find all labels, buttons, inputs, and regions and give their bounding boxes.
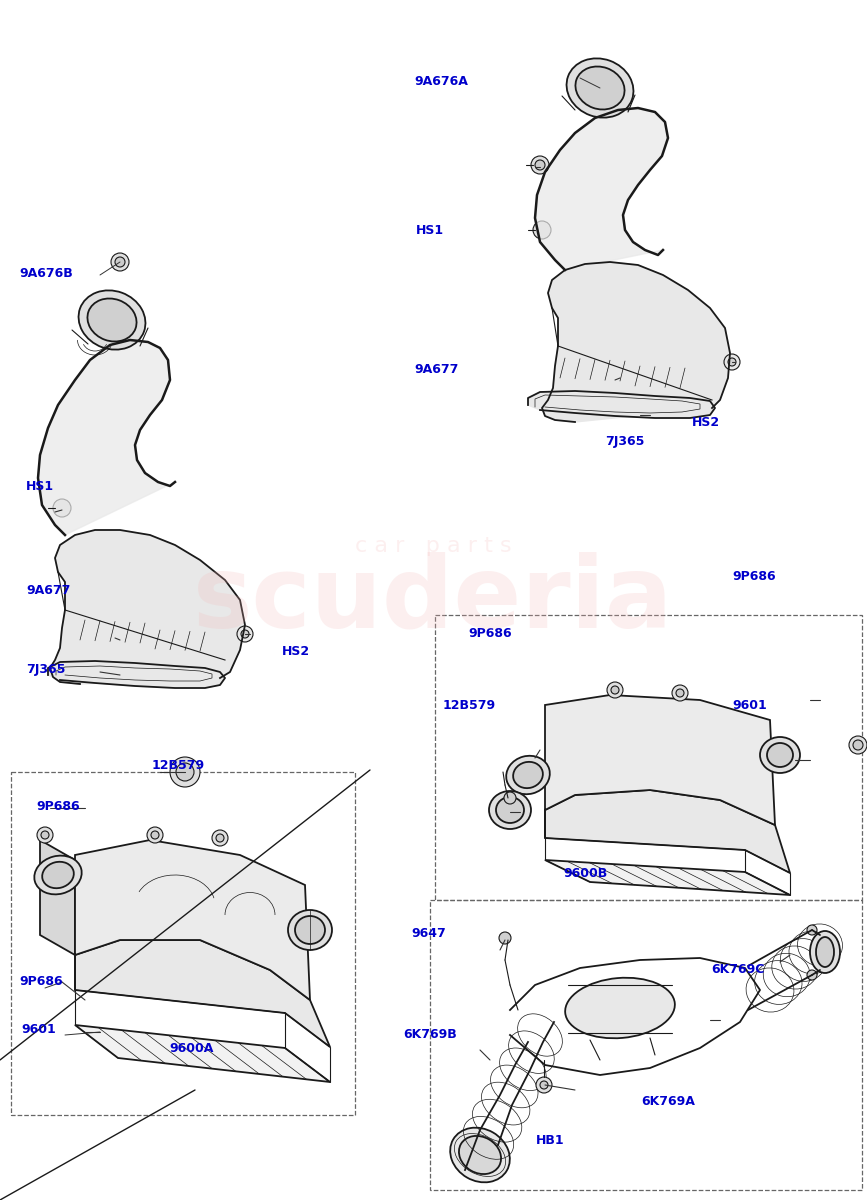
Text: 6K769C: 6K769C (711, 964, 765, 976)
Text: 6K769B: 6K769B (403, 1028, 457, 1040)
Circle shape (176, 763, 194, 781)
Circle shape (849, 736, 867, 754)
Ellipse shape (450, 1128, 510, 1182)
Circle shape (672, 685, 688, 701)
Polygon shape (545, 860, 790, 895)
Circle shape (241, 630, 249, 638)
Polygon shape (545, 695, 775, 838)
Text: 9601: 9601 (733, 700, 767, 712)
Bar (430, 900, 862, 1190)
Circle shape (724, 354, 740, 370)
Text: 9A676B: 9A676B (19, 268, 73, 280)
Circle shape (499, 932, 511, 944)
Polygon shape (38, 340, 175, 535)
Text: HS1: HS1 (416, 224, 444, 236)
Bar (435, 614, 862, 900)
Ellipse shape (35, 856, 81, 894)
Polygon shape (50, 530, 245, 684)
Circle shape (535, 160, 545, 170)
Circle shape (533, 221, 551, 239)
Text: scuderia: scuderia (193, 552, 674, 648)
Text: HS2: HS2 (692, 416, 720, 428)
Circle shape (853, 740, 863, 750)
Circle shape (540, 1081, 548, 1090)
Ellipse shape (459, 1136, 501, 1174)
Text: 6K769A: 6K769A (642, 1096, 695, 1108)
Polygon shape (545, 790, 790, 874)
Text: HS2: HS2 (282, 646, 310, 658)
Polygon shape (635, 366, 685, 388)
Text: 12B579: 12B579 (442, 700, 495, 712)
Polygon shape (542, 262, 730, 422)
Circle shape (170, 757, 200, 787)
Ellipse shape (496, 797, 524, 823)
Text: 9P686: 9P686 (36, 800, 80, 812)
Polygon shape (528, 391, 715, 418)
Text: HS1: HS1 (26, 480, 54, 492)
Circle shape (151, 830, 159, 839)
Ellipse shape (767, 743, 793, 767)
Polygon shape (155, 630, 205, 650)
Text: 9A676A: 9A676A (414, 76, 468, 88)
Circle shape (237, 626, 253, 642)
Polygon shape (560, 358, 625, 382)
Text: HB1: HB1 (536, 1134, 564, 1146)
Text: 9A677: 9A677 (26, 584, 70, 596)
Ellipse shape (760, 737, 800, 773)
Ellipse shape (288, 910, 332, 950)
Text: 9A677: 9A677 (414, 364, 459, 376)
Text: 9P686: 9P686 (733, 570, 776, 582)
Text: 9600A: 9600A (169, 1043, 213, 1055)
Ellipse shape (489, 791, 531, 829)
Polygon shape (75, 840, 310, 1000)
Text: 7J365: 7J365 (26, 664, 65, 676)
Ellipse shape (42, 862, 74, 888)
Text: 9601: 9601 (22, 1024, 56, 1036)
Circle shape (807, 925, 817, 935)
Text: 9600B: 9600B (564, 868, 608, 880)
Circle shape (611, 686, 619, 694)
Ellipse shape (506, 756, 550, 794)
Circle shape (728, 358, 736, 366)
Ellipse shape (810, 931, 840, 973)
Ellipse shape (565, 978, 675, 1038)
Bar (11, 772, 355, 1115)
Ellipse shape (88, 299, 137, 342)
Ellipse shape (816, 937, 834, 967)
Circle shape (216, 834, 224, 842)
Circle shape (41, 830, 49, 839)
Circle shape (147, 827, 163, 842)
Text: 9647: 9647 (412, 928, 447, 940)
Ellipse shape (295, 916, 325, 944)
Circle shape (504, 792, 516, 804)
Text: 7J365: 7J365 (605, 436, 644, 448)
Text: 12B579: 12B579 (152, 760, 205, 772)
Text: 9P686: 9P686 (19, 976, 62, 988)
Polygon shape (80, 620, 145, 643)
Circle shape (536, 1078, 552, 1093)
Circle shape (37, 827, 53, 842)
Text: c a r   p a r t s: c a r p a r t s (355, 536, 512, 556)
Circle shape (115, 257, 125, 266)
Circle shape (531, 156, 549, 174)
Circle shape (807, 970, 817, 980)
Ellipse shape (513, 762, 543, 788)
Ellipse shape (79, 290, 146, 349)
Circle shape (212, 830, 228, 846)
Circle shape (53, 499, 71, 517)
Polygon shape (75, 940, 330, 1046)
Polygon shape (40, 840, 75, 990)
Text: 9P686: 9P686 (468, 628, 512, 640)
Polygon shape (75, 1025, 330, 1082)
Ellipse shape (576, 66, 624, 109)
Ellipse shape (566, 59, 634, 118)
Polygon shape (48, 661, 225, 688)
Polygon shape (535, 108, 668, 270)
Circle shape (676, 689, 684, 697)
Circle shape (607, 682, 623, 698)
Circle shape (111, 253, 129, 271)
